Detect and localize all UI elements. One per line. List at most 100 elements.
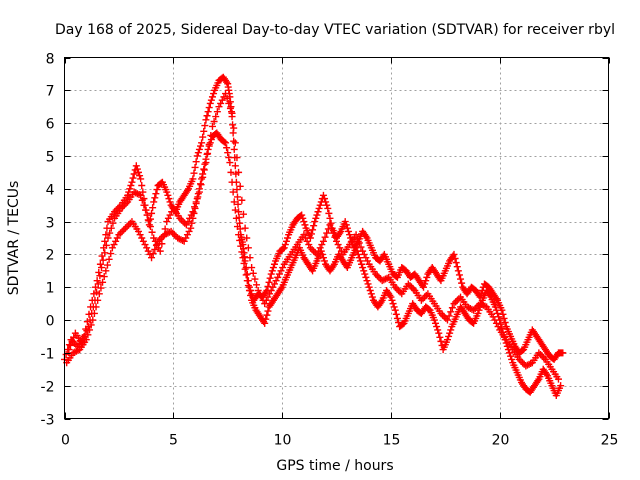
data-point-interp [494,323,502,331]
data-series [61,73,567,400]
data-point [102,267,110,275]
data-point [311,218,319,226]
data-point-interp [166,211,174,219]
data-point-interp [357,243,365,251]
data-point-interp [323,201,331,209]
data-point-interp [284,234,292,242]
data-point-interp [422,277,430,285]
data-point-interp [313,211,321,219]
data-point [352,244,360,252]
data-point [132,162,140,170]
data-point-interp [177,216,185,224]
data-point-interp [195,145,203,153]
data-point-interp [117,229,125,237]
data-point [121,224,129,232]
data-point [489,313,497,321]
series-lower-track [63,129,565,400]
data-point-interp [194,193,202,201]
data-point-interp [299,214,307,222]
data-point-interp [310,222,318,230]
data-point-interp [240,259,248,267]
data-point-interp [257,293,265,301]
data-point-interp [328,225,336,233]
data-point [206,99,214,107]
data-point [315,204,323,212]
data-point-interp [230,124,238,132]
data-point-interp [160,232,168,240]
data-point-interp [118,227,126,235]
data-point [78,339,86,347]
data-point-interp [164,214,172,222]
data-point [356,257,364,265]
data-point [239,254,247,262]
data-point-interp [366,287,374,295]
data-point-interp [263,311,271,319]
data-point-interp [144,247,152,255]
data-point-interp [97,284,105,292]
x-tick-label: 10 [274,433,292,449]
data-point-interp [72,347,80,355]
data-point-interp [102,241,110,249]
data-point [274,273,282,281]
data-point-interp [136,172,144,180]
data-point-interp [455,295,463,303]
data-point-interp [191,203,199,211]
data-point [474,309,482,317]
data-point [359,247,367,255]
data-point-interp [322,198,330,206]
data-point-interp [316,201,324,209]
data-point-interp [99,256,107,264]
data-point-interp [107,250,115,258]
data-point [352,231,360,239]
data-point-interp [99,278,107,286]
data-point [454,267,462,275]
data-point-interp [500,314,508,322]
data-point [193,152,201,160]
data-point-interp [207,96,215,104]
data-point [365,283,373,291]
data-point-interp [140,195,148,203]
data-point-interp [326,214,334,222]
data-point [559,349,567,357]
data-point [156,247,164,255]
data-point-interp [155,244,163,252]
data-point-interp [253,281,261,289]
data-point-interp [151,194,159,202]
data-point-interp [307,230,315,238]
data-point-interp [186,214,194,222]
data-point-interp [139,237,147,245]
data-point-interp [122,200,130,208]
data-point [248,264,256,272]
data-point-interp [264,282,272,290]
data-point-interp [96,272,104,280]
data-point-interp [231,206,239,214]
data-point-interp [88,309,96,317]
data-point-interp [199,173,207,181]
data-point [450,250,458,258]
data-point-interp [197,181,205,189]
data-point-interp [321,257,329,265]
data-point-interp [207,131,215,139]
data-point-interp [334,241,342,249]
data-point [326,221,334,229]
data-point-interp [220,138,228,146]
data-point-interp [362,254,370,262]
data-point [319,237,327,245]
data-point-interp [360,250,368,258]
data-point-interp [123,223,131,231]
data-point-interp [220,93,228,101]
data-point [150,198,158,206]
data-point-interp [138,181,146,189]
data-point-interp [169,229,177,237]
data-point [319,191,327,199]
data-point-interp [213,108,221,116]
data-point-interp [149,250,157,258]
data-point-interp [153,241,161,249]
data-point-interp [269,283,277,291]
data-point-interp [164,191,172,199]
data-point-interp [194,149,202,157]
data-point-interp [301,234,309,242]
data-point-interp [388,296,396,304]
data-point [195,188,203,196]
data-point [222,90,230,98]
